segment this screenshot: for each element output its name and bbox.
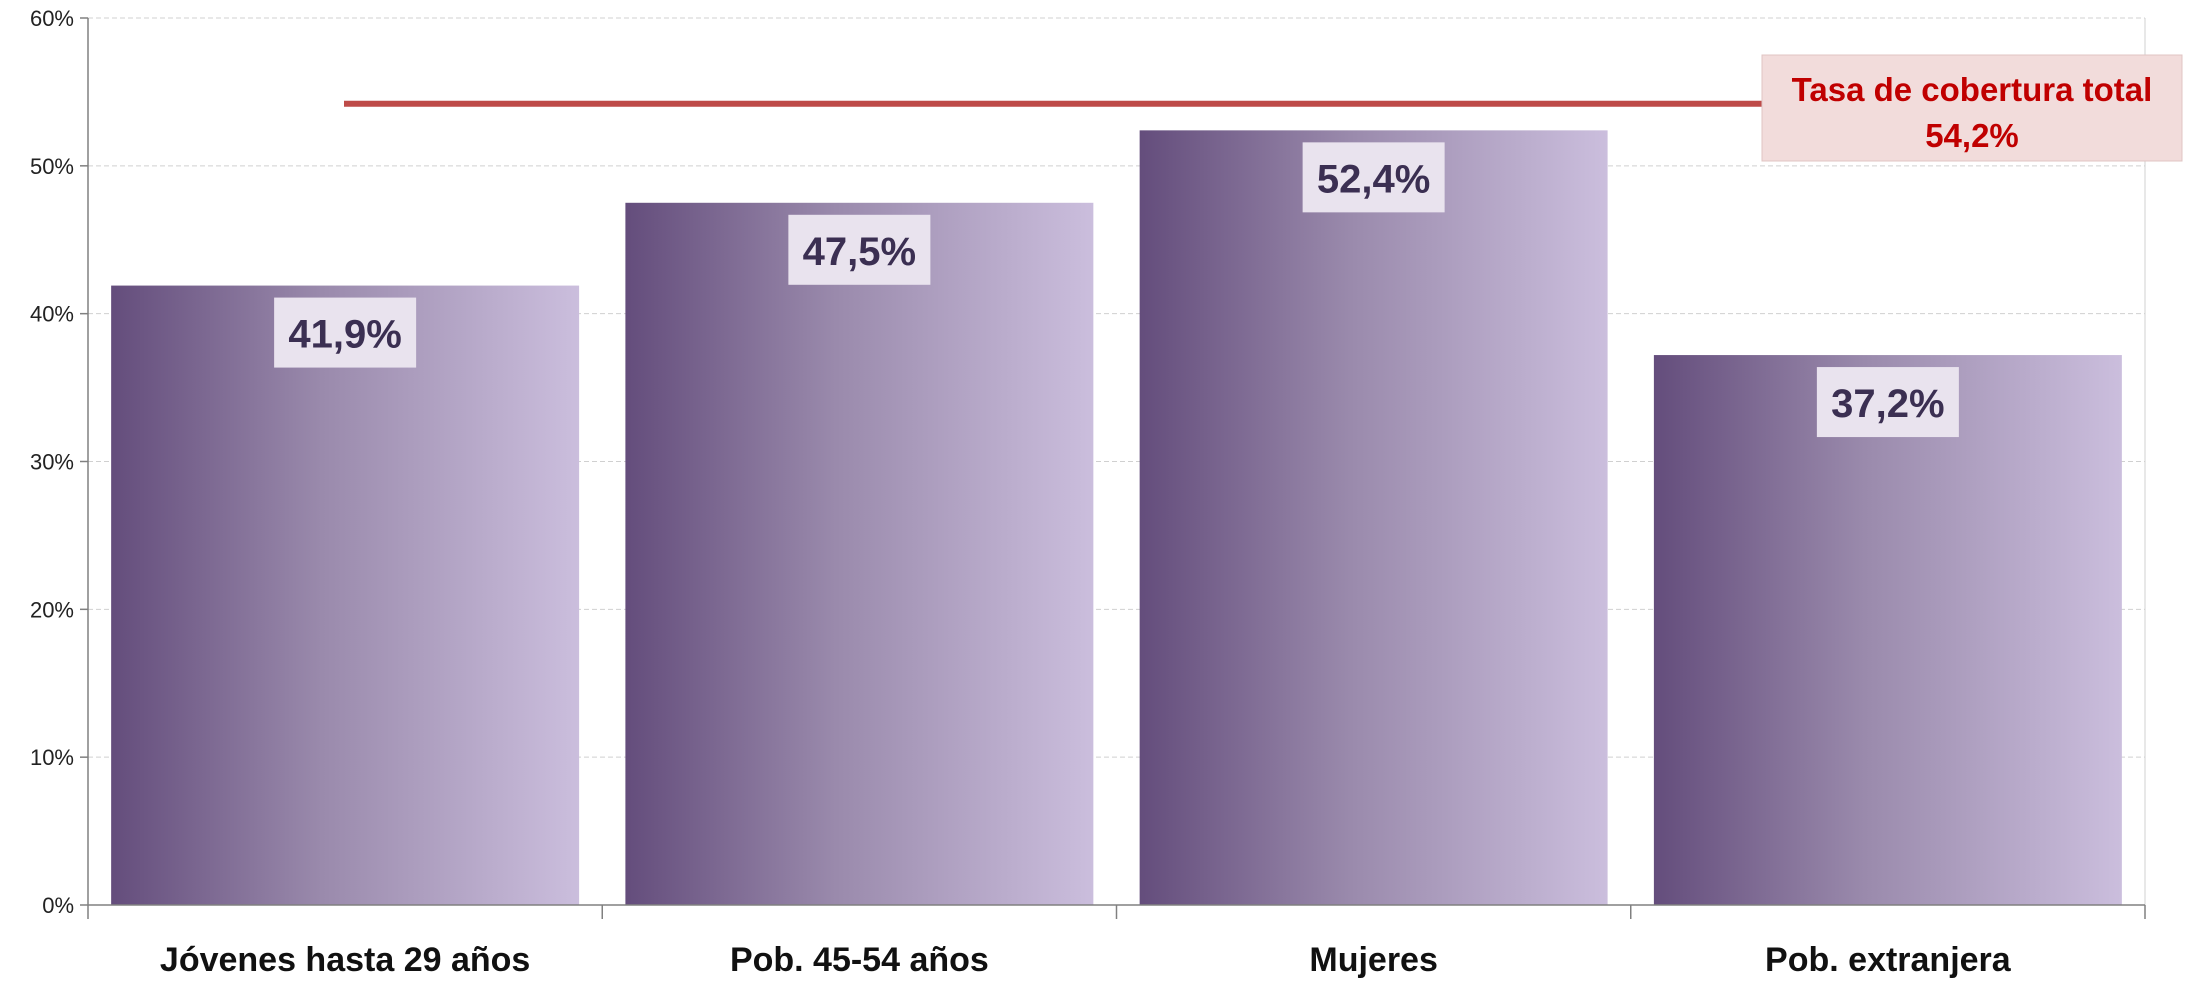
x-category-label: Mujeres [1309, 941, 1438, 979]
y-tick-label: 40% [30, 302, 74, 327]
bar [1653, 355, 2122, 905]
data-label-box [1816, 367, 1959, 438]
y-tick-label: 0% [42, 893, 74, 918]
data-label: 47,5% [803, 230, 916, 274]
y-tick-label: 30% [30, 450, 74, 475]
data-label: 41,9% [288, 313, 401, 357]
y-tick-label: 60% [30, 6, 74, 31]
y-tick-label: 20% [30, 597, 74, 622]
data-label-box [1302, 142, 1445, 213]
reference-label-box [1761, 54, 2183, 162]
data-label: 52,4% [1317, 157, 1430, 201]
bar [111, 285, 580, 905]
y-tick-label: 50% [30, 154, 74, 179]
data-label-box [274, 297, 417, 368]
x-category-label: Jóvenes hasta 29 años [160, 941, 530, 979]
bar [1139, 130, 1608, 905]
y-tick-label: 10% [30, 745, 74, 770]
reference-label-title: Tasa de cobertura total [1792, 71, 2153, 108]
data-label: 37,2% [1831, 382, 1944, 426]
x-category-label: Pob. 45-54 años [730, 941, 989, 979]
x-category-label: Pob. extranjera [1765, 941, 2012, 979]
data-label-box [788, 214, 931, 285]
reference-label-value: 54,2% [1925, 117, 2019, 154]
bar [625, 202, 1094, 905]
